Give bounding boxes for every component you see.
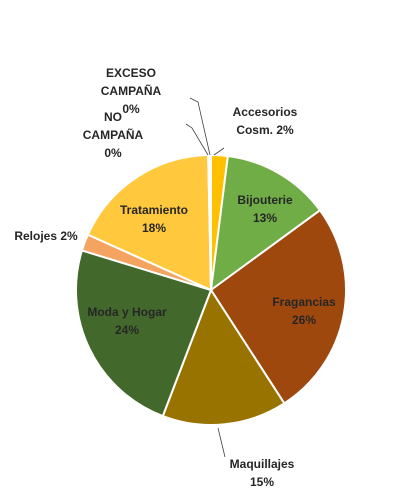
data-label-moda-y-hogar: Moda y Hogar 24% bbox=[87, 305, 167, 337]
leader-line-maquillajes bbox=[217, 427, 226, 458]
leader-lines bbox=[185, 97, 226, 458]
data-label-bijouterie: Bijouterie 13% bbox=[237, 193, 293, 225]
data-label-maquillajes: Maquillajes 15% bbox=[230, 457, 295, 489]
leader-line-no-campana bbox=[185, 123, 209, 156]
leader-line-exceso-campana bbox=[189, 97, 211, 156]
pie-slices bbox=[75, 153, 347, 426]
data-label-accesorios-cosm: Accesorios Cosm. 2% bbox=[233, 105, 298, 137]
pie-slice-tratamiento bbox=[86, 154, 213, 292]
pie-slice-bijouterie bbox=[209, 154, 322, 293]
data-label-fragancias: Fragancias 26% bbox=[272, 295, 336, 327]
pie-slice-fragancias bbox=[209, 208, 347, 405]
data-labels: Accesorios Cosm. 2% Bijouterie 13% Fragancia… bbox=[14, 66, 336, 489]
leader-line-accesorios-cosm bbox=[213, 147, 225, 156]
data-label-exceso-campana: EXCESO CAMPAÑA 0% bbox=[101, 66, 162, 116]
data-label-tratamiento: Tratamiento 18% bbox=[120, 203, 188, 235]
pie-slice-exceso-campana bbox=[208, 153, 212, 291]
data-label-relojes: Relojes 2% bbox=[14, 229, 78, 243]
pie-slice-maquillajes bbox=[161, 287, 286, 426]
data-label-no-campana: NO CAMPAÑA 0% bbox=[83, 110, 144, 160]
pie-slice-moda-y-hogar bbox=[75, 249, 213, 418]
